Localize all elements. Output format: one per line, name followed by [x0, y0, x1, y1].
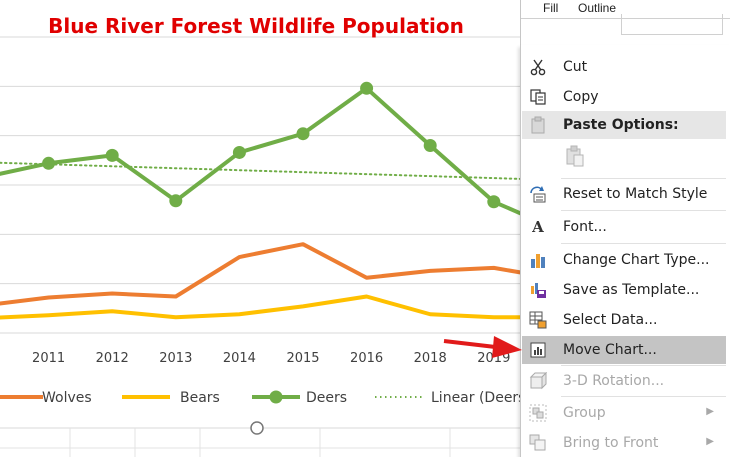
chart-resize-handle[interactable]: [250, 421, 264, 435]
series-line-linear-deers[interactable]: [0, 161, 559, 182]
menu-label-cut: Cut: [563, 59, 588, 75]
submenu-arrow-icon: ▶: [706, 436, 714, 447]
annotation-arrow: [443, 336, 522, 358]
menu-label-move-chart: Move Chart...: [563, 342, 657, 358]
menu-item-3d-rotation[interactable]: 3-D Rotation...: [522, 367, 726, 395]
legend-label-deers: Deers: [306, 390, 347, 406]
group-icon: [528, 404, 548, 422]
menu-item-cut[interactable]: Cut: [522, 53, 726, 81]
menu-item-change-chart-type[interactable]: Change Chart Type...: [522, 246, 726, 274]
x-tick-label: 2018: [414, 351, 447, 366]
scissors-icon: [528, 58, 548, 76]
chart-type-icon: [528, 251, 548, 269]
reset-style-icon: [528, 185, 548, 203]
menu-label-copy: Copy: [563, 89, 599, 105]
chart-title[interactable]: Blue River Forest Wildlife Population: [48, 14, 464, 38]
paste-clipboard-icon: [564, 145, 586, 171]
legend-label-linear-deers: Linear (Deers: [431, 390, 525, 406]
menu-label-change-chart-type: Change Chart Type...: [563, 252, 710, 268]
x-tick-label: 2012: [96, 351, 129, 366]
menu-label-reset-style: Reset to Match Style: [563, 186, 708, 202]
x-tick-label: 2015: [286, 351, 319, 366]
save-template-icon: [528, 281, 548, 299]
font-icon: A: [532, 218, 544, 236]
x-tick-label: 2011: [32, 351, 65, 366]
menu-item-copy[interactable]: Copy: [522, 83, 726, 111]
data-point-deers[interactable]: [105, 148, 119, 162]
context-menu: Cut Copy Paste Options:: [520, 45, 730, 457]
format-ribbon-fragment: Fill Outline: [520, 0, 730, 46]
data-point-deers[interactable]: [169, 194, 183, 208]
style-gallery-box[interactable]: [621, 14, 723, 35]
paste-options-label: Paste Options:: [563, 117, 679, 133]
legend-label-wolves: Wolves: [42, 390, 92, 406]
menu-item-select-data[interactable]: Select Data...: [522, 306, 726, 334]
x-tick-label: 2014: [223, 351, 256, 366]
menu-label-group: Group: [563, 405, 606, 421]
menu-item-bring-to-front[interactable]: Bring to Front ▶: [522, 429, 726, 457]
move-chart-icon: [528, 341, 548, 359]
menu-item-move-chart[interactable]: Move Chart...: [522, 336, 726, 364]
paste-icon: [528, 116, 548, 134]
bring-to-front-icon: [528, 434, 548, 452]
menu-label-3d-rotation: 3-D Rotation...: [563, 373, 665, 389]
data-point-deers[interactable]: [487, 195, 501, 209]
paste-option-button[interactable]: [562, 141, 588, 169]
menu-label-save-template: Save as Template...: [563, 282, 700, 298]
menu-item-reset-style[interactable]: Reset to Match Style: [522, 180, 726, 208]
outline-button[interactable]: Outline: [578, 1, 617, 15]
menu-item-group[interactable]: Group ▶: [522, 399, 726, 427]
data-point-deers[interactable]: [296, 127, 310, 141]
data-point-deers[interactable]: [423, 139, 437, 153]
legend-marker: [269, 390, 283, 404]
data-point-deers[interactable]: [42, 156, 56, 170]
submenu-arrow-icon: ▶: [706, 406, 714, 417]
series-line-wolves[interactable]: [0, 242, 560, 306]
data-point-deers[interactable]: [360, 81, 374, 95]
series-line-bears[interactable]: [0, 294, 560, 320]
paste-options-header: Paste Options:: [522, 111, 726, 139]
menu-label-bring-to-front: Bring to Front: [563, 435, 659, 451]
x-tick-label: 2016: [350, 351, 383, 366]
legend-label-bears: Bears: [180, 390, 220, 406]
series-line-deers[interactable]: [0, 86, 560, 232]
copy-icon: [528, 88, 548, 106]
menu-item-save-template[interactable]: Save as Template...: [522, 276, 726, 304]
cube-icon: [528, 372, 548, 390]
data-point-deers[interactable]: [232, 145, 246, 159]
menu-label-font: Font...: [563, 219, 607, 235]
x-tick-label: 2013: [159, 351, 192, 366]
select-data-icon: [528, 311, 548, 329]
menu-item-font[interactable]: A Font...: [522, 213, 726, 241]
menu-label-select-data: Select Data...: [563, 312, 658, 328]
fill-button[interactable]: Fill: [543, 1, 559, 15]
